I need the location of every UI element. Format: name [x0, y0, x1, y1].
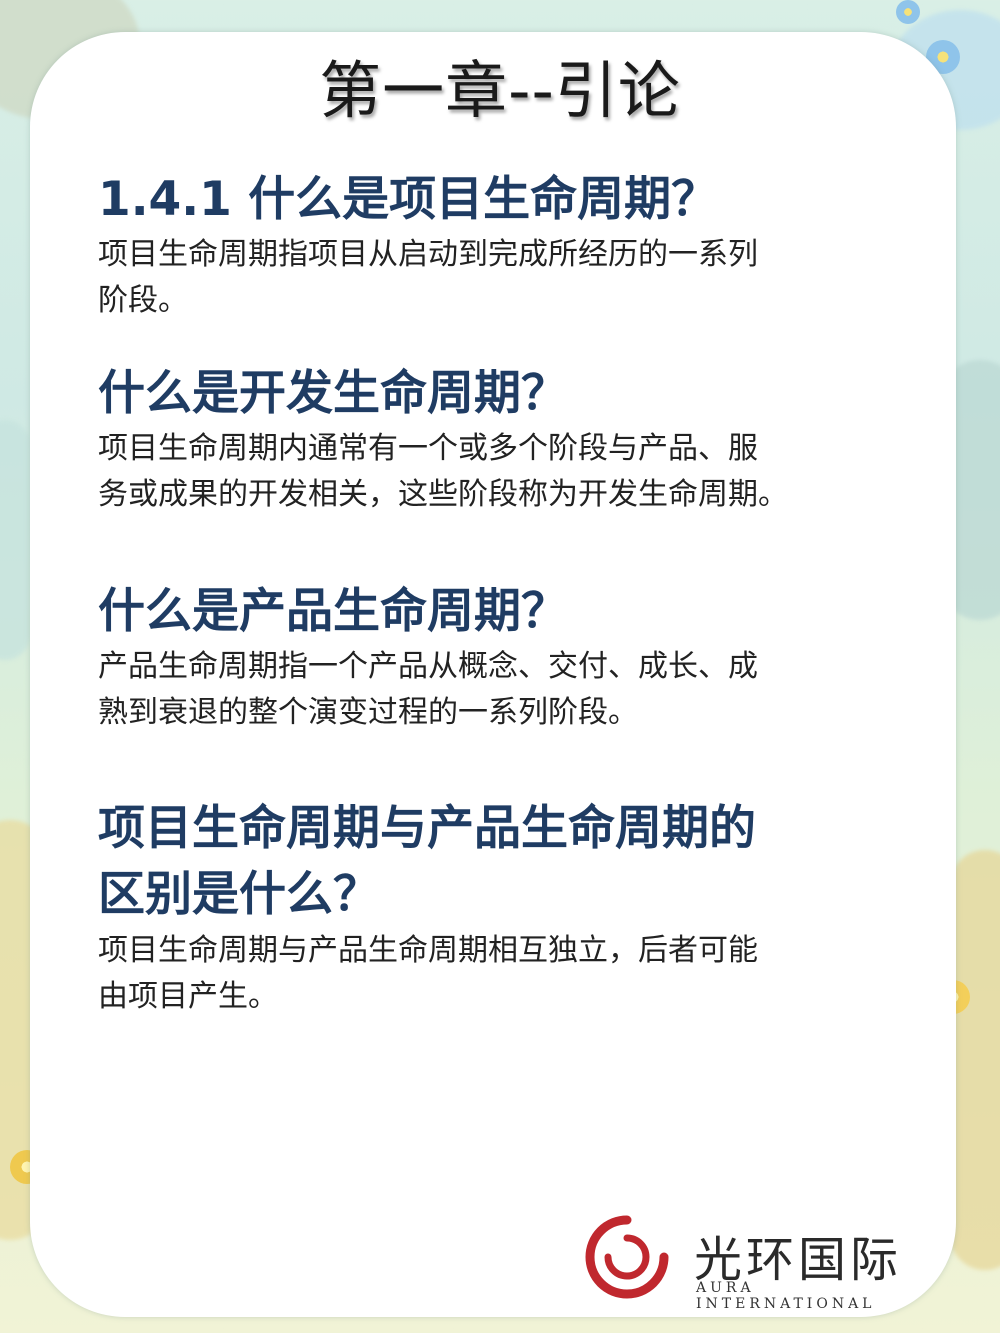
brand-logo: 光环国际 AURA INTERNATIONAL — [584, 1208, 924, 1312]
section-heading: 区别是什么？ — [98, 867, 380, 922]
section-heading: 什么是产品生命周期？ — [98, 584, 568, 639]
section-lifecycle-difference: 项目生命周期与产品生命周期的 区别是什么？ 项目生命周期与产品生命周期相互独立，… — [98, 796, 898, 1020]
section-body-line: 阶段。 — [98, 283, 188, 318]
aura-logo-mark-icon — [585, 1215, 669, 1299]
section-body-line: 项目生命周期与产品生命周期相互独立，后者可能 — [98, 933, 758, 968]
flower-icon — [896, 0, 920, 24]
logo-name-english: AURA INTERNATIONAL — [696, 1280, 876, 1312]
section-body-line: 由项目产生。 — [98, 979, 278, 1014]
section-project-lifecycle: 1.4.1 什么是项目生命周期？ 项目生命周期指项目从启动到完成所经历的一系列 … — [98, 168, 898, 324]
section-heading: 1.4.1 什么是项目生命周期？ — [98, 172, 719, 227]
section-body-line: 熟到衰退的整个演变过程的一系列阶段。 — [98, 695, 638, 730]
section-development-lifecycle: 什么是开发生命周期？ 项目生命周期内通常有一个或多个阶段与产品、服 务或成果的开… — [98, 362, 898, 518]
section-body-line: 务或成果的开发相关，这些阶段称为开发生命周期。 — [98, 477, 788, 512]
logo-name-chinese: 光环国际 — [694, 1232, 903, 1288]
chapter-title: 第一章--引论 — [319, 54, 681, 127]
background-leaf-decoration — [0, 420, 30, 660]
section-body-line: 产品生命周期指一个产品从概念、交付、成长、成 — [98, 649, 758, 684]
background-flower-decoration — [950, 850, 1000, 1270]
section-body-line: 项目生命周期指项目从启动到完成所经历的一系列 — [98, 237, 758, 272]
section-heading: 项目生命周期与产品生命周期的 — [98, 801, 756, 856]
content-card — [30, 32, 956, 1317]
section-body-line: 项目生命周期内通常有一个或多个阶段与产品、服 — [98, 431, 758, 466]
section-heading: 什么是开发生命周期？ — [98, 366, 568, 421]
section-product-lifecycle: 什么是产品生命周期？ 产品生命周期指一个产品从概念、交付、成长、成 熟到衰退的整… — [98, 580, 898, 736]
